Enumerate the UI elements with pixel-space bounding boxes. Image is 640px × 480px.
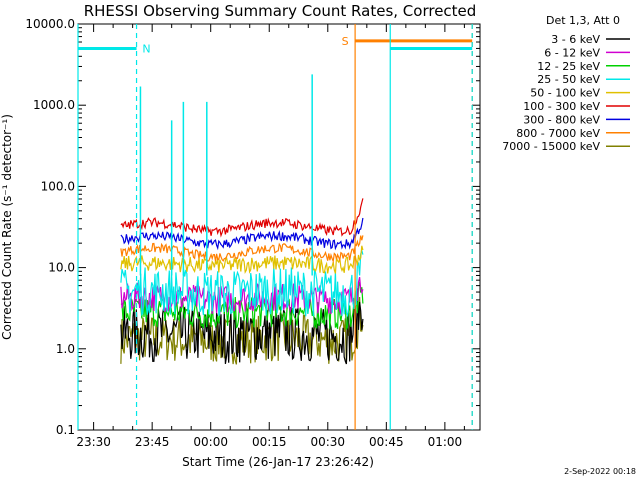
x-tick-label: 00:30	[310, 435, 345, 449]
x-axis-label: Start Time (26-Jan-17 23:26:42)	[182, 455, 374, 469]
y-tick-label: 100.0	[41, 179, 75, 193]
footer-date: 2-Sep-2022 00:18	[564, 467, 636, 476]
legend-label: 800 - 7000 keV	[516, 127, 600, 140]
y-tick-label: 1.0	[56, 342, 75, 356]
series-line	[120, 248, 364, 318]
series-line	[120, 288, 364, 365]
axes: 0.1 1.0 10.0 100.0 1000.0 10000.0 23:30 23:45 00…	[25, 17, 480, 449]
legend-label: 25 - 50 keV	[537, 73, 600, 86]
x-tick-label: 01:00	[428, 435, 463, 449]
x-tick-label: 00:45	[369, 435, 404, 449]
legend-label: 300 - 800 keV	[523, 113, 600, 126]
y-tick-label: 10000.0	[25, 17, 75, 31]
chart-title: RHESSI Observing Summary Count Rates, Co…	[84, 2, 477, 20]
series-line	[120, 235, 364, 264]
y-tick-label: 10.0	[48, 261, 75, 275]
legend-label: 6 - 12 keV	[544, 46, 600, 59]
series-line	[120, 217, 364, 251]
y-tick-label: 0.1	[56, 423, 75, 437]
legend-label: 100 - 300 keV	[523, 100, 600, 113]
x-tick-label: 23:30	[76, 435, 111, 449]
series-layer	[120, 74, 364, 365]
x-tick-label: 00:15	[252, 435, 287, 449]
legend-label: 3 - 6 keV	[551, 33, 600, 46]
y-axis-label: Corrected Count Rate (s⁻¹ detector⁻¹)	[0, 114, 14, 340]
legend-header: Det 1,3, Att 0	[546, 14, 620, 27]
x-tick-label: 23:45	[135, 435, 170, 449]
series-line	[120, 296, 364, 365]
x-tick-label: 00:00	[193, 435, 228, 449]
legend-label: 7000 - 15000 keV	[502, 140, 600, 153]
series-line	[120, 245, 364, 274]
flag-label: N	[142, 42, 150, 55]
y-tick-label: 1000.0	[33, 98, 75, 112]
legend-label: 50 - 100 keV	[530, 87, 600, 100]
legend-label: 12 - 25 keV	[537, 60, 600, 73]
flag-label: S	[342, 35, 349, 48]
series-line	[120, 198, 364, 238]
flag-intervals: NS	[77, 24, 473, 430]
